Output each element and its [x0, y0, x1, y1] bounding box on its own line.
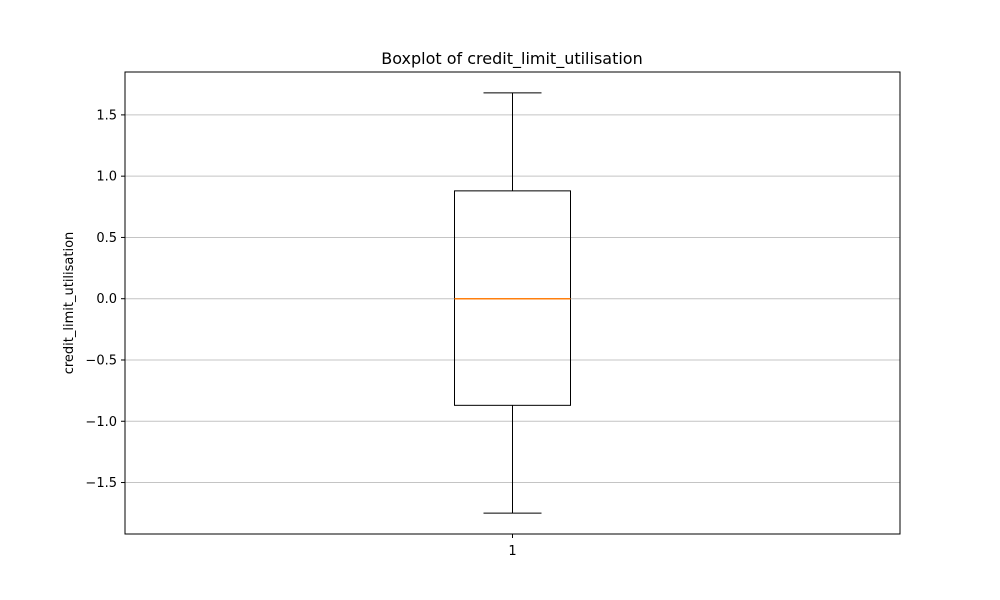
y-tick-label: −1.5 — [85, 476, 117, 491]
y-tick-label: 0.5 — [96, 231, 117, 246]
chart-title: Boxplot of credit_limit_utilisation — [381, 49, 642, 69]
axes-layer: −1.5 −1.0 −0.5 0.0 0.5 1.0 1.5 1 — [85, 71, 901, 559]
y-tick-label: 1.5 — [96, 108, 117, 123]
y-tick-label: −0.5 — [85, 353, 117, 368]
plot-frame — [124, 71, 901, 535]
y-tick-label: 1.0 — [96, 170, 117, 185]
x-tick-label: 1 — [508, 544, 516, 559]
y-tick-label: −1.0 — [85, 415, 117, 430]
plot-layer — [454, 92, 571, 514]
y-tick-label: 0.0 — [96, 292, 117, 307]
y-axis-label: credit_limit_utilisation — [62, 232, 77, 375]
